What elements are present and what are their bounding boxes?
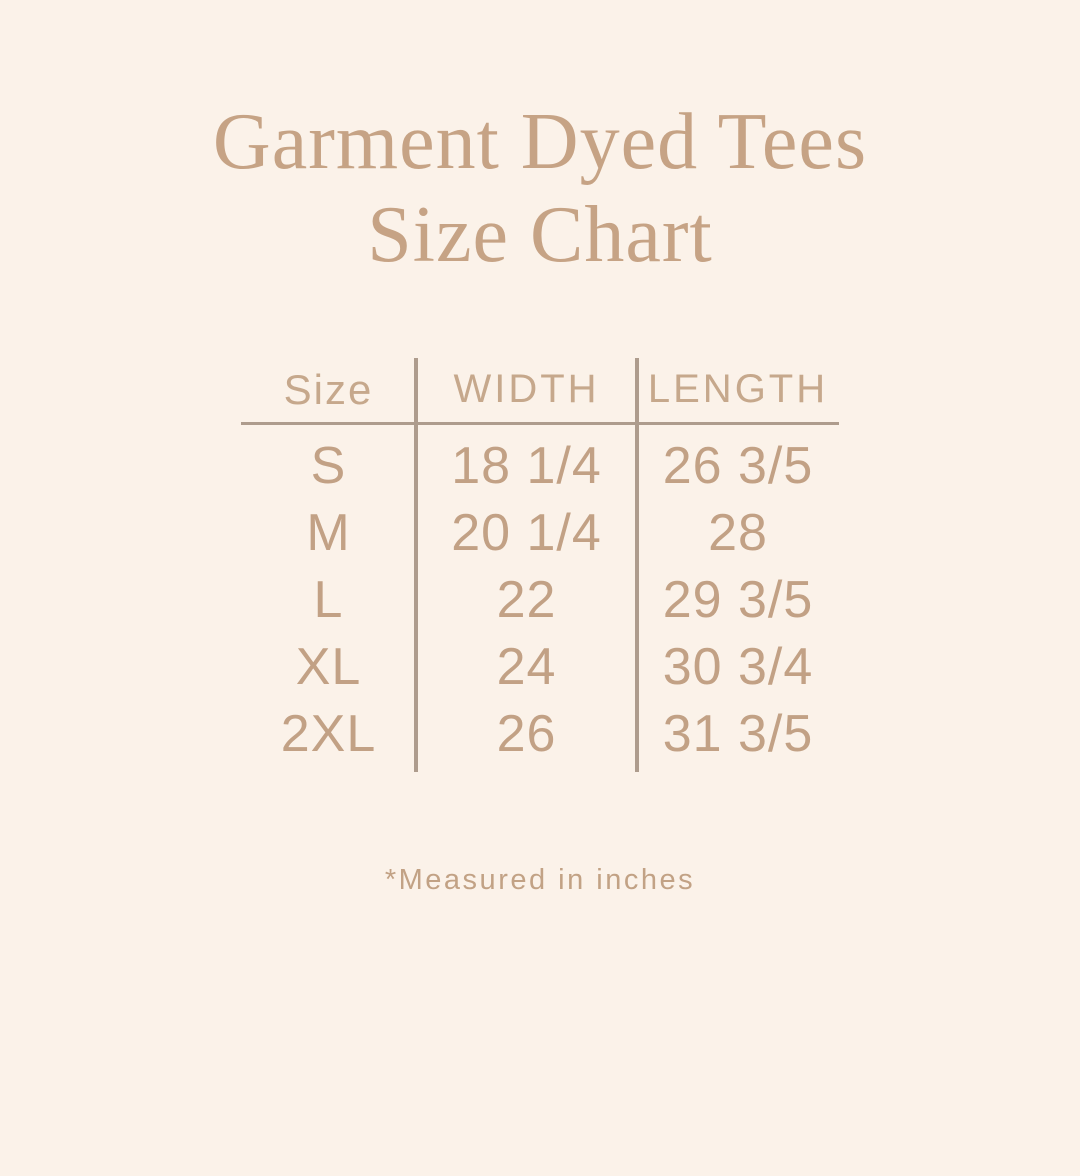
cell-size: 2XL xyxy=(280,705,377,764)
column-divider-size-width xyxy=(414,357,418,772)
cell-width: 22 xyxy=(496,571,557,630)
table-row: M 20 1/4 28 xyxy=(241,500,839,567)
page-title: Garment Dyed Tees Size Chart xyxy=(0,96,1080,282)
table-row: L 22 29 3/5 xyxy=(241,567,839,634)
cell-width: 24 xyxy=(496,638,557,697)
header-underline xyxy=(241,421,839,425)
table-row: 2XL 26 31 3/5 xyxy=(241,701,839,768)
page-title-line2: Size Chart xyxy=(367,190,713,279)
header-cell-size: Size xyxy=(283,365,374,413)
header-cell-width: WIDTH xyxy=(453,367,600,412)
cell-width: 20 1/4 xyxy=(451,504,602,563)
header-cell-length: LENGTH xyxy=(647,367,829,412)
column-divider-width-length xyxy=(635,357,639,772)
size-table: Size WIDTH LENGTH S 18 1/4 26 3/5 M 20 1… xyxy=(241,357,839,772)
measurement-footnote: *Measured in inches xyxy=(384,863,696,896)
cell-width: 18 1/4 xyxy=(451,437,602,496)
table-row: XL 24 30 3/4 xyxy=(241,634,839,701)
cell-size: L xyxy=(313,571,344,630)
table-body: S 18 1/4 26 3/5 M 20 1/4 28 L 22 29 3/5 … xyxy=(241,425,839,768)
table-row: S 18 1/4 26 3/5 xyxy=(241,433,839,500)
page-title-line1: Garment Dyed Tees xyxy=(212,98,868,186)
cell-length: 31 3/5 xyxy=(662,705,814,764)
cell-size: M xyxy=(306,504,351,563)
size-chart-graphic: Garment Dyed Tees Size Chart Size WIDTH … xyxy=(0,96,1080,1176)
cell-length: 29 3/5 xyxy=(662,571,814,630)
cell-size: S xyxy=(310,437,347,496)
table-header-row: Size WIDTH LENGTH xyxy=(241,358,839,422)
cell-width: 26 xyxy=(496,705,557,764)
cell-size: XL xyxy=(295,638,362,697)
cell-length: 30 3/4 xyxy=(662,638,814,697)
cell-length: 26 3/5 xyxy=(662,437,814,496)
cell-length: 28 xyxy=(708,504,768,563)
